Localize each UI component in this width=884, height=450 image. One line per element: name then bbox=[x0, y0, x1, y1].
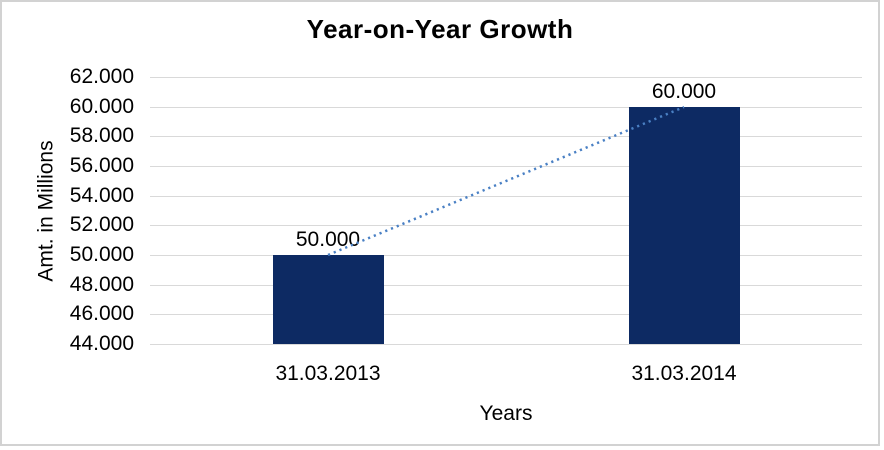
y-axis-tick-labels: 62.000 60.000 58.000 56.000 54.000 52.000 50.0… bbox=[2, 66, 134, 355]
gridline bbox=[150, 314, 862, 315]
y-tick-label: 50.000 bbox=[69, 243, 134, 266]
y-tick-label: 52.000 bbox=[69, 213, 134, 236]
y-tick-label: 46.000 bbox=[69, 302, 134, 325]
gridline bbox=[150, 255, 862, 256]
y-tick-label: 56.000 bbox=[69, 154, 134, 177]
gridline bbox=[150, 285, 862, 286]
gridline bbox=[150, 196, 862, 197]
x-tick-label: 31.03.2014 bbox=[631, 362, 737, 385]
gridline bbox=[150, 136, 862, 137]
y-tick-label: 44.000 bbox=[69, 332, 134, 355]
trendline bbox=[327, 105, 685, 257]
y-tick-label: 62.000 bbox=[69, 65, 134, 88]
y-tick-label: 48.000 bbox=[69, 273, 134, 296]
gridline bbox=[150, 107, 862, 108]
x-tick-label: 31.03.2013 bbox=[275, 362, 381, 385]
bar-value-label: 50.000 bbox=[295, 228, 361, 251]
y-tick-label: 58.000 bbox=[69, 124, 134, 147]
gridline bbox=[150, 225, 862, 226]
plot-area: 50.000 60.000 bbox=[150, 77, 862, 345]
bar-31.03.2013 bbox=[272, 255, 384, 344]
x-axis-tick-labels: 31.03.2013 31.03.2014 bbox=[150, 362, 862, 390]
chart-title: Year-on-Year Growth bbox=[306, 14, 574, 44]
bar-value-label: 60.000 bbox=[651, 80, 717, 103]
gridline bbox=[150, 77, 862, 78]
y-tick-label: 60.000 bbox=[69, 95, 134, 118]
gridline bbox=[150, 344, 862, 345]
gridline bbox=[150, 166, 862, 167]
x-axis-title: Years bbox=[479, 402, 533, 425]
bar-31.03.2014 bbox=[628, 107, 740, 344]
y-tick-label: 54.000 bbox=[69, 184, 134, 207]
